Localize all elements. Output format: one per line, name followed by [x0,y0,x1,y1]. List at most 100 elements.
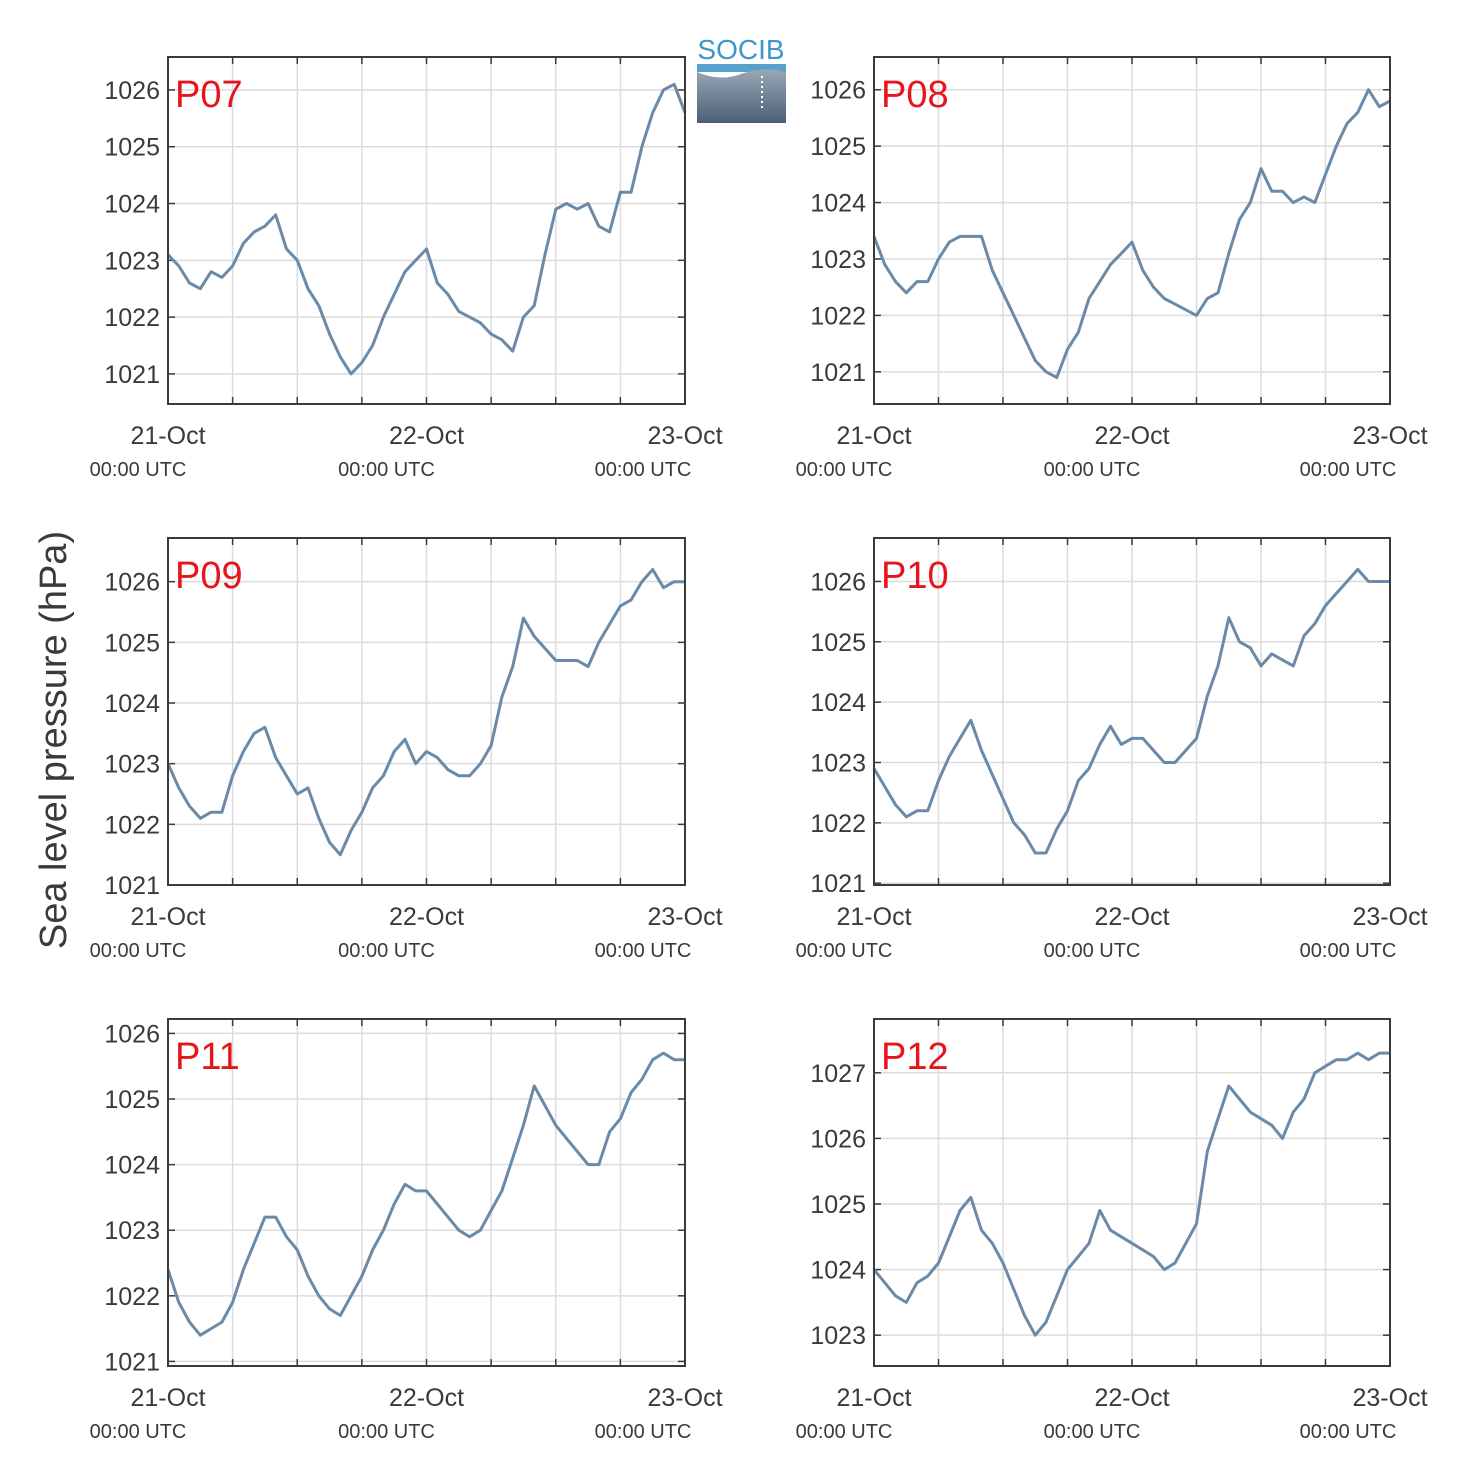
x-tick-label-date: 22-Oct [1094,1384,1169,1412]
y-tick-label: 1023 [104,1217,160,1245]
station-label: P12 [881,1036,949,1078]
y-tick-label: 1021 [104,361,160,389]
y-tick-label: 1027 [810,1060,866,1088]
x-tick-label-time: 00:00 UTC [338,940,435,962]
panel-p09: 1021 1022 1023 1024 1025 1026 21-Oct 00:00 UTC 2… [90,537,723,962]
x-tick-label-date: 22-Oct [389,422,464,450]
x-tick-label-date: 21-Oct [836,422,911,450]
panel-p11: 1021 1022 1023 1024 1025 1026 21-Oct 00:00 UTC 2… [90,1018,723,1443]
y-tick-label: 1024 [810,689,866,717]
series-line-p09 [166,568,685,857]
x-tick-label-time: 00:00 UTC [1300,459,1397,481]
x-tick-label-date: 23-Oct [1352,422,1427,450]
panel-p07: 1021 1022 1023 1024 1025 1026 21-Oct 00:00 UTC 2… [90,56,723,481]
y-tick-label: 1022 [810,810,866,838]
x-tick-label-date: 21-Oct [836,1384,911,1412]
x-tick-label-date: 23-Oct [1352,903,1427,931]
plot-frame [167,56,686,405]
plot-frame [167,537,686,886]
x-tick-label-time: 00:00 UTC [90,940,187,962]
socib-logo-wave [697,69,786,123]
x-tick-label-time: 00:00 UTC [1300,1421,1397,1443]
panel-p10: 1021 1022 1023 1024 1025 1026 21-Oct 00:00 UTC 2… [796,537,1428,962]
x-tick-label-date: 22-Oct [1094,422,1169,450]
panels: 1021 1022 1023 1024 1025 1026 21-Oct 00:00 UTC 2… [90,56,1428,1443]
x-tick-label-date: 23-Oct [647,903,722,931]
x-tick-label-time: 00:00 UTC [595,459,692,481]
y-tick-label: 1025 [810,1191,866,1219]
y-tick-label: 1026 [810,77,866,105]
y-tick-label: 1025 [810,133,866,161]
x-tick-label-time: 00:00 UTC [595,1421,692,1443]
socib-logo-text: SOCIB [697,34,784,65]
station-label: P09 [175,555,243,597]
y-tick-label: 1023 [810,1322,866,1350]
x-tick-label-time: 00:00 UTC [338,459,435,481]
panel-p08: 1021 1022 1023 1024 1025 1026 21-Oct 00:00 UTC 2… [796,56,1428,481]
y-tick-label: 1023 [104,751,160,779]
x-tick-label-time: 00:00 UTC [796,459,893,481]
x-tick-label-time: 00:00 UTC [1300,940,1397,962]
series-line-p07 [166,82,687,376]
x-tick-label-date: 22-Oct [389,903,464,931]
x-tick-label-time: 00:00 UTC [90,1421,187,1443]
x-tick-label-time: 00:00 UTC [595,940,692,962]
station-label: P10 [881,555,949,597]
y-tick-label: 1022 [104,1283,160,1311]
y-axis-label: Sea level pressure (hPa) [33,531,75,949]
x-tick-label-date: 23-Oct [647,1384,722,1412]
y-tick-label: 1025 [810,629,866,657]
y-tick-label: 1025 [104,629,160,657]
plot-frame [873,56,1391,405]
y-tick-label: 1023 [104,247,160,275]
x-tick-label-time: 00:00 UTC [796,1421,893,1443]
series-line-p08 [872,88,1391,379]
y-tick-label: 1026 [810,1125,866,1153]
y-tick-label: 1024 [104,690,160,718]
y-tick-label: 1021 [810,870,866,898]
x-tick-label-time: 00:00 UTC [338,1421,435,1443]
y-tick-label: 1024 [104,1152,160,1180]
y-tick-label: 1021 [810,359,866,387]
y-tick-label: 1021 [104,1348,160,1376]
panel-p12: 1023 1024 1025 1026 1027 21-Oct 00:00 UTC 22-Oc… [796,1018,1428,1443]
y-tick-label: 1026 [104,77,160,105]
x-tick-label-time: 00:00 UTC [1044,940,1141,962]
x-tick-label-time: 00:00 UTC [796,940,893,962]
station-label: P11 [175,1036,240,1078]
series-line-p12 [872,1051,1390,1337]
y-tick-label: 1025 [104,134,160,162]
x-tick-label-date: 21-Oct [130,903,205,931]
y-tick-label: 1026 [104,569,160,597]
x-tick-label-date: 23-Oct [1352,1384,1427,1412]
plot-frame [167,1018,686,1367]
series-line-p11 [166,1051,685,1337]
x-tick-label-date: 23-Oct [647,422,722,450]
y-tick-label: 1022 [104,304,160,332]
plot-frame [873,537,1391,886]
y-tick-label: 1023 [810,246,866,274]
y-tick-label: 1023 [810,749,866,777]
x-tick-label-time: 00:00 UTC [90,459,187,481]
x-tick-label-date: 21-Oct [130,1384,205,1412]
x-tick-label-time: 00:00 UTC [1044,1421,1141,1443]
socib-logo-band [697,64,786,72]
station-label: P08 [881,74,949,116]
socib-logo: SOCIB [697,34,786,123]
x-tick-label-date: 21-Oct [130,422,205,450]
y-tick-label: 1022 [810,302,866,330]
x-tick-label-date: 21-Oct [836,903,911,931]
y-tick-label: 1024 [810,190,866,218]
y-tick-label: 1021 [104,872,160,900]
y-tick-label: 1022 [104,811,160,839]
x-tick-label-date: 22-Oct [1094,903,1169,931]
x-tick-label-time: 00:00 UTC [1044,459,1141,481]
y-tick-label: 1024 [104,191,160,219]
x-tick-label-date: 22-Oct [389,1384,464,1412]
y-tick-label: 1026 [810,568,866,596]
y-tick-label: 1025 [104,1086,160,1114]
plot-frame [873,1018,1391,1367]
station-label: P07 [175,74,243,116]
